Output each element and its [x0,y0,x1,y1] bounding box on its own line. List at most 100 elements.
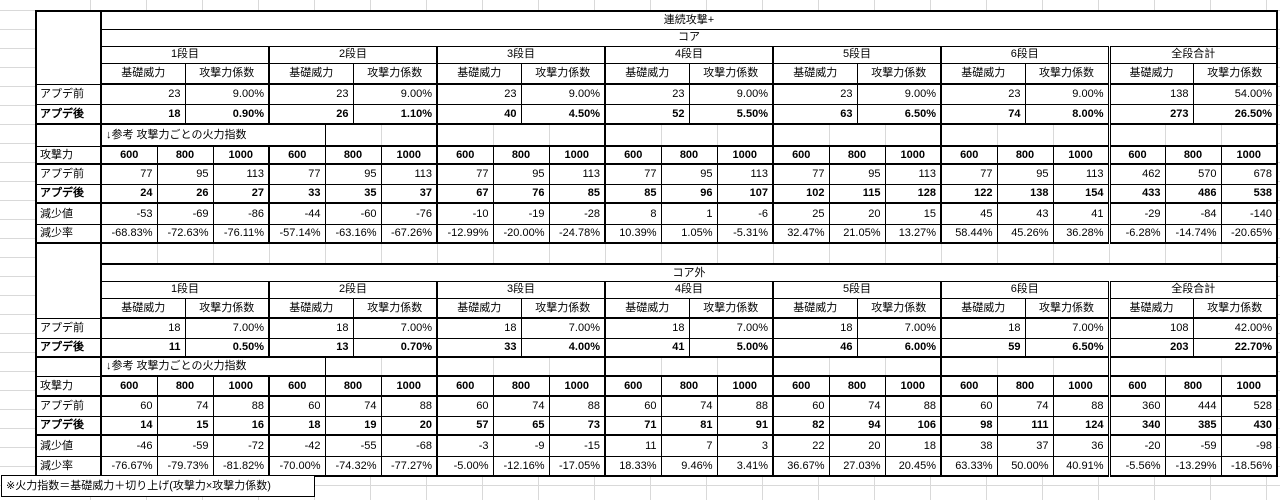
section-title[interactable]: コア [100,28,1278,47]
value-decrease[interactable]: -19 [492,202,550,225]
value-decrease-rate[interactable]: -5.56% [1107,455,1166,477]
value-fire-index[interactable]: 74 [660,395,718,417]
value-fire-index[interactable]: 462 [1107,163,1166,185]
empty-cell[interactable] [380,356,438,377]
value-decrease-rate[interactable]: -20.65% [1220,223,1278,244]
value-decrease[interactable]: -46 [100,434,158,457]
value-fire-index[interactable]: 95 [660,163,718,185]
attack-level-header[interactable]: 600 [436,145,494,165]
value-atk-coef[interactable]: 9.00% [856,83,942,105]
value-decrease-rate[interactable]: 36.28% [1052,223,1110,244]
value-fire-index[interactable]: 77 [100,163,158,185]
col-header-base-power[interactable]: 基礎威力 [268,62,354,85]
value-decrease[interactable]: -15 [548,434,606,457]
empty-cell[interactable] [940,356,998,377]
attack-level-header[interactable]: 600 [940,375,998,397]
value-decrease-rate[interactable]: -17.05% [548,455,606,477]
value-decrease-rate[interactable]: -76.67% [100,455,158,477]
value-atk-coef[interactable]: 9.00% [352,83,438,105]
value-decrease-rate[interactable]: 10.39% [604,223,662,244]
value-fire-index[interactable]: 57 [436,415,494,436]
value-fire-index[interactable]: 77 [604,163,662,185]
stage-header[interactable]: 5段目 [772,45,942,64]
value-fire-index[interactable]: 106 [884,415,942,436]
attack-level-header[interactable]: 1000 [380,375,438,397]
value-fire-index[interactable]: 60 [100,395,158,417]
attack-level-header[interactable]: 1000 [716,145,774,165]
value-base-power[interactable]: 74 [940,103,1026,125]
value-atk-coef[interactable]: 0.90% [184,103,270,125]
attack-level-header[interactable]: 800 [324,375,382,397]
value-decrease-rate[interactable]: -5.31% [716,223,774,244]
value-decrease[interactable]: 20 [828,434,886,457]
row-label[interactable]: アプデ前 [35,163,102,185]
value-fire-index[interactable]: 102 [772,183,830,204]
value-base-power[interactable]: 59 [940,337,1026,358]
value-fire-index[interactable]: 60 [436,395,494,417]
value-fire-index[interactable]: 76 [492,183,550,204]
value-atk-coef[interactable]: 0.70% [352,337,438,358]
value-base-power[interactable]: 41 [604,337,690,358]
value-fire-index[interactable]: 88 [884,395,942,417]
empty-cell[interactable] [828,356,886,377]
value-base-power[interactable]: 26 [268,103,354,125]
empty-cell[interactable] [604,123,662,147]
value-decrease[interactable]: 22 [772,434,830,457]
value-fire-index[interactable]: 77 [268,163,326,185]
value-decrease-rate[interactable]: -5.00% [436,455,494,477]
value-fire-index[interactable]: 27 [212,183,270,204]
empty-cell[interactable] [716,356,774,377]
value-base-power[interactable]: 23 [268,83,354,105]
value-fire-index[interactable]: 77 [772,163,830,185]
empty-cell[interactable] [772,123,830,147]
value-decrease-rate[interactable]: -72.63% [156,223,214,244]
value-decrease-rate[interactable]: 50.00% [996,455,1054,477]
value-fire-index[interactable]: 35 [324,183,382,204]
value-fire-index[interactable]: 678 [1220,163,1278,185]
attack-level-header[interactable]: 1000 [212,375,270,397]
value-decrease-rate[interactable]: 58.44% [940,223,998,244]
col-header-atk-coef[interactable]: 攻撃力係数 [352,62,438,85]
value-fire-index[interactable]: 94 [828,415,886,436]
attack-level-header[interactable]: 600 [100,145,158,165]
value-decrease[interactable]: 38 [940,434,998,457]
value-fire-index[interactable]: 360 [1107,395,1166,417]
empty-cell[interactable] [884,356,942,377]
value-atk-coef[interactable]: 4.00% [520,337,606,358]
value-base-power[interactable]: 46 [772,337,858,358]
value-base-power[interactable]: 23 [436,83,522,105]
attack-level-header[interactable]: 800 [828,375,886,397]
value-decrease-rate[interactable]: 36.67% [772,455,830,477]
value-fire-index[interactable]: 33 [268,183,326,204]
value-decrease[interactable]: -84 [1164,202,1222,225]
section-title[interactable]: コア外 [100,263,1278,282]
value-decrease[interactable]: -10 [436,202,494,225]
value-atk-coef[interactable]: 9.00% [1024,83,1110,105]
col-header-atk-coef[interactable]: 攻撃力係数 [184,297,270,319]
value-base-power[interactable]: 18 [940,317,1026,339]
value-decrease[interactable]: 15 [884,202,942,225]
value-fire-index[interactable]: 20 [380,415,438,436]
empty-cell[interactable] [436,356,494,377]
value-fire-index[interactable]: 65 [492,415,550,436]
value-atk-coef[interactable]: 1.10% [352,103,438,125]
value-fire-index[interactable]: 111 [996,415,1054,436]
attack-level-header[interactable]: 600 [268,145,326,165]
value-decrease-rate[interactable]: 40.91% [1052,455,1110,477]
corner-cell[interactable] [35,242,102,319]
stage-header[interactable]: 2段目 [268,45,438,64]
value-decrease[interactable]: -98 [1220,434,1278,457]
attack-level-header[interactable]: 1000 [1220,145,1278,165]
value-fire-index[interactable]: 82 [772,415,830,436]
attack-level-header[interactable]: 1000 [716,375,774,397]
value-fire-index[interactable]: 340 [1107,415,1166,436]
col-header-atk-coef[interactable]: 攻撃力係数 [688,297,774,319]
col-header-atk-coef[interactable]: 攻撃力係数 [1024,62,1110,85]
value-fire-index[interactable]: 71 [604,415,662,436]
value-fire-index[interactable]: 85 [548,183,606,204]
value-decrease-rate[interactable]: -79.73% [156,455,214,477]
value-decrease[interactable]: 11 [604,434,662,457]
stage-header[interactable]: 4段目 [604,280,774,299]
total-header[interactable]: 全段合計 [1107,280,1278,299]
empty-cell[interactable] [1164,356,1222,377]
